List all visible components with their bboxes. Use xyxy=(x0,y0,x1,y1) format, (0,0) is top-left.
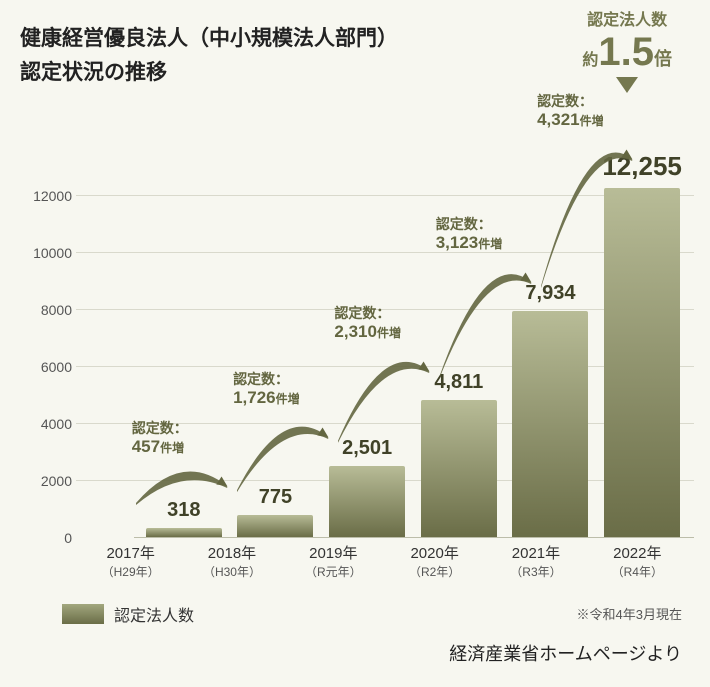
x-year: 2022年 xyxy=(594,542,680,563)
plot-area: 3187752,5014,8117,93412,255 xyxy=(74,168,694,538)
x-axis-line xyxy=(134,537,694,538)
callout-unit: 倍 xyxy=(654,49,672,69)
source-text: 経済産業省ホームページより xyxy=(449,640,682,666)
legend-swatch xyxy=(62,604,104,624)
increment-label: 認定数：4,321件増 xyxy=(537,93,604,130)
bar: 2,501 xyxy=(329,466,405,537)
bar-slot: 4,811 xyxy=(416,168,502,537)
bar: 4,811 xyxy=(421,400,497,537)
bar: 7,934 xyxy=(512,311,588,537)
callout-about: 約 xyxy=(582,52,598,69)
callout-top: 認定法人数 xyxy=(582,6,672,30)
x-year: 2019年 xyxy=(290,542,376,563)
triangle-down-icon xyxy=(616,77,638,93)
legend: 認定法人数 xyxy=(62,602,194,626)
x-tick-label: 2017年（H29年） xyxy=(88,542,174,580)
x-axis-labels: 2017年（H29年） 2018年（H30年） 2019年（R元年） 2020年（R2… xyxy=(80,542,688,580)
bar-value-label: 2,501 xyxy=(342,437,392,460)
highlight-callout: 認定法人数 約1.5倍 xyxy=(582,6,672,93)
bars-container: 3187752,5014,8117,93412,255 xyxy=(138,168,688,537)
x-era: （H30年） xyxy=(189,563,275,580)
x-tick-label: 2018年（H30年） xyxy=(189,542,275,580)
x-year: 2017年 xyxy=(88,542,174,563)
title-line-2: 認定状況の推移 xyxy=(20,56,398,90)
bar: 775 xyxy=(237,515,313,537)
x-tick-label: 2020年（R2年） xyxy=(392,542,478,580)
x-era: （R4年） xyxy=(594,563,680,580)
callout-value: 約1.5倍 xyxy=(582,30,672,75)
footnote: ※令和4年3月現在 xyxy=(577,604,682,623)
x-year: 2021年 xyxy=(493,542,579,563)
x-year: 2020年 xyxy=(392,542,478,563)
bar-slot: 12,255 xyxy=(599,168,685,537)
x-year: 2018年 xyxy=(189,542,275,563)
x-tick-label: 2021年（R3年） xyxy=(493,542,579,580)
chart-title: 健康経営優良法人（中小規模法人部門） 認定状況の推移 xyxy=(20,22,398,89)
y-tick-label: 4000 xyxy=(16,416,72,432)
bar-value-label: 4,811 xyxy=(434,371,483,394)
bar-slot: 775 xyxy=(232,168,318,537)
title-line-1: 健康経営優良法人（中小規模法人部門） xyxy=(20,22,398,56)
x-tick-label: 2019年（R元年） xyxy=(290,542,376,580)
bar-value-label: 318 xyxy=(167,499,200,522)
bar-slot: 7,934 xyxy=(507,168,593,537)
y-tick-label: 2000 xyxy=(16,473,72,489)
y-tick-label: 8000 xyxy=(16,302,72,318)
bar-chart: 020004000600080001000012000 3187752,5014… xyxy=(16,168,694,538)
bar: 12,255 xyxy=(604,188,680,537)
y-tick-label: 0 xyxy=(16,530,72,546)
x-tick-label: 2022年（R4年） xyxy=(594,542,680,580)
bar-slot: 2,501 xyxy=(324,168,410,537)
x-era: （R2年） xyxy=(392,563,478,580)
bar-slot: 318 xyxy=(141,168,227,537)
y-tick-label: 12000 xyxy=(16,188,72,204)
legend-label: 認定法人数 xyxy=(114,602,194,626)
x-era: （R元年） xyxy=(290,563,376,580)
bar-value-label: 12,255 xyxy=(602,151,682,182)
bar: 318 xyxy=(146,528,222,537)
x-era: （H29年） xyxy=(88,563,174,580)
callout-big: 1.5 xyxy=(598,30,654,74)
x-era: （R3年） xyxy=(493,563,579,580)
bar-value-label: 775 xyxy=(259,486,292,509)
y-tick-label: 10000 xyxy=(16,245,72,261)
bar-value-label: 7,934 xyxy=(525,282,575,305)
y-tick-label: 6000 xyxy=(16,359,72,375)
